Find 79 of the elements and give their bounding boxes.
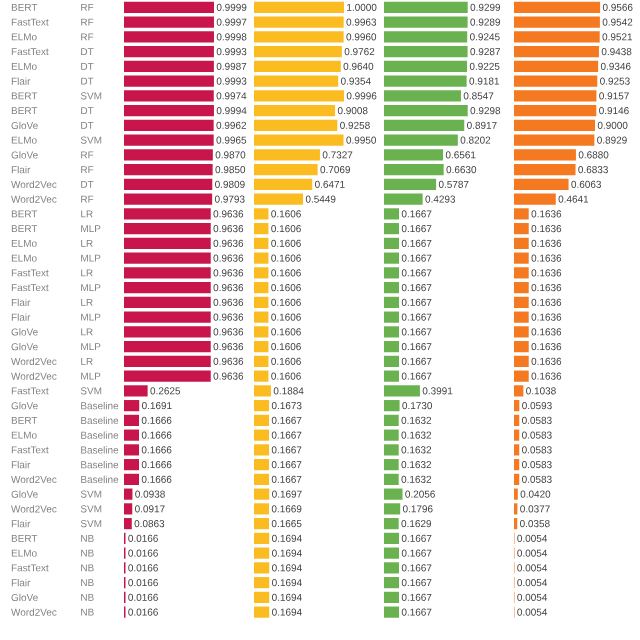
bar — [384, 164, 444, 176]
bar — [384, 414, 399, 426]
bar — [384, 178, 437, 190]
bar — [514, 341, 529, 353]
bar — [254, 237, 269, 249]
bar — [514, 355, 529, 367]
bar — [254, 119, 338, 131]
bar — [124, 459, 139, 471]
bar — [124, 105, 214, 117]
bar — [514, 473, 520, 485]
bar — [514, 119, 596, 131]
bar — [384, 473, 399, 485]
bar — [254, 606, 270, 618]
bar — [514, 296, 529, 308]
bar — [384, 1, 468, 13]
bar — [384, 60, 468, 72]
bar — [124, 46, 214, 58]
bar — [124, 341, 211, 353]
bar — [514, 164, 576, 176]
bar — [124, 473, 139, 485]
bar — [384, 532, 400, 544]
bar — [254, 518, 269, 530]
bar — [514, 400, 520, 412]
bar — [384, 237, 400, 249]
bar — [124, 518, 132, 530]
bar — [124, 178, 213, 190]
bar — [384, 577, 400, 589]
bar — [254, 46, 342, 58]
bar — [124, 296, 211, 308]
bar — [384, 119, 465, 131]
bar — [124, 1, 214, 13]
bar — [254, 473, 270, 485]
bar — [514, 178, 569, 190]
bar — [384, 355, 400, 367]
bar — [384, 341, 400, 353]
bar — [254, 223, 269, 235]
bar — [384, 400, 400, 412]
bar — [254, 341, 269, 353]
bar — [384, 282, 400, 294]
bar — [254, 296, 269, 308]
bar — [384, 105, 468, 117]
bar — [514, 282, 529, 294]
bar — [124, 355, 211, 367]
bar — [384, 223, 400, 235]
bar — [254, 355, 269, 367]
bar — [254, 178, 313, 190]
bar — [514, 223, 529, 235]
bar — [514, 105, 597, 117]
bar — [384, 46, 468, 58]
bar — [254, 400, 270, 412]
bar — [254, 164, 318, 176]
bar — [254, 532, 270, 544]
bar — [384, 459, 399, 471]
bar — [514, 459, 520, 471]
bar — [254, 577, 270, 589]
bar — [124, 119, 214, 131]
bar — [254, 459, 270, 471]
bar — [254, 1, 345, 13]
bar — [124, 164, 213, 176]
bar — [124, 237, 211, 249]
bar — [124, 223, 211, 235]
bar — [514, 1, 601, 13]
bar — [124, 282, 211, 294]
bar — [254, 591, 270, 603]
bar — [514, 414, 520, 426]
bar — [384, 591, 400, 603]
bar — [124, 400, 140, 412]
bar — [254, 105, 336, 117]
bar — [514, 46, 599, 58]
bar — [124, 60, 214, 72]
bar — [384, 606, 400, 618]
bar — [514, 237, 529, 249]
bar — [254, 282, 269, 294]
bar — [384, 518, 399, 530]
bar — [124, 414, 139, 426]
bar — [254, 60, 341, 72]
bar — [254, 414, 270, 426]
bar — [384, 296, 400, 308]
bar — [514, 60, 599, 72]
